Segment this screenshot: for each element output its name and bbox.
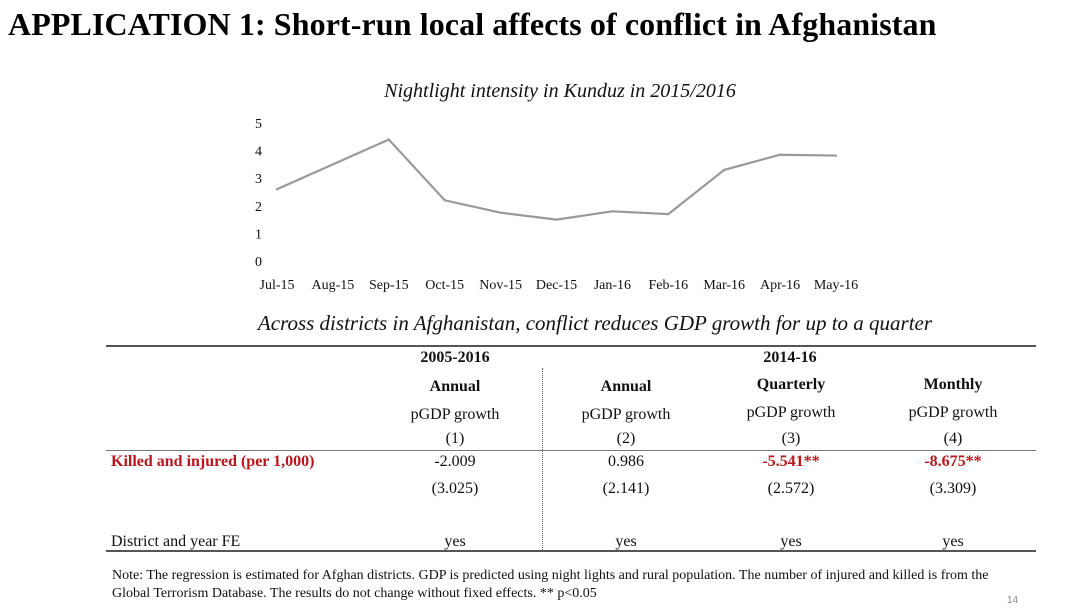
column-separator: [542, 368, 543, 550]
nightlight-series-line: [276, 138, 837, 221]
chart-title: Nightlight intensity in Kunduz in 2015/2…: [384, 80, 736, 102]
y-tick-label: 3: [255, 172, 262, 187]
x-tick-label: Jan-16: [594, 278, 631, 293]
x-tick-label: Sep-15: [369, 278, 409, 293]
x-tick-label: Jul-15: [260, 278, 295, 293]
row-label-killed-injured: Killed and injured (per 1,000): [111, 453, 315, 470]
x-axis-ticks: Jul-15 Aug-15 Sep-15 Oct-15 Nov-15 Dec-15 Jan-…: [260, 278, 859, 293]
table-note: Note: The regression is estimated for Af…: [112, 568, 989, 601]
table-bottom-rule: [106, 550, 1036, 552]
col4-coefficient: -8.675**: [924, 453, 982, 470]
table-top-rule: [106, 345, 1036, 347]
table-header-rule: [106, 450, 1036, 451]
y-axis-ticks: 0 1 2 3 4 5: [255, 117, 262, 270]
col1-std-error: (3.025): [431, 480, 479, 497]
page-number: 14: [1007, 595, 1019, 606]
data-point: [275, 188, 279, 191]
x-tick-label: Apr-16: [760, 278, 800, 293]
data-point: [499, 211, 502, 214]
data-point: [611, 210, 614, 213]
data-point: [443, 199, 446, 202]
period-header-2014-16: 2014-16: [763, 349, 817, 366]
data-point: [834, 154, 838, 157]
x-tick-label: Feb-16: [648, 278, 688, 293]
y-tick-label: 2: [255, 200, 262, 215]
data-point: [387, 138, 390, 141]
col2-fixed-effects: yes: [615, 533, 637, 550]
col2-std-error: (2.141): [602, 480, 650, 497]
data-point: [667, 212, 670, 216]
col1-frequency: Annual: [429, 378, 481, 395]
row-label-district-year-fe: District and year FE: [111, 533, 241, 550]
col3-fixed-effects: yes: [780, 533, 802, 550]
data-point: [555, 218, 558, 221]
x-tick-label: May-16: [814, 278, 858, 293]
col4-fixed-effects: yes: [942, 533, 964, 550]
period-header-2005-2016: 2005-2016: [420, 349, 490, 366]
col2-dependent-var: pGDP growth: [581, 406, 671, 423]
y-tick-label: 0: [255, 255, 262, 270]
y-tick-label: 4: [255, 145, 262, 160]
x-tick-label: Mar-16: [703, 278, 745, 293]
nightlight-data-points: [275, 138, 838, 221]
col3-dependent-var: pGDP growth: [746, 404, 836, 421]
x-tick-label: Oct-15: [425, 278, 464, 293]
y-tick-label: 5: [255, 117, 262, 132]
col3-number: (3): [781, 430, 801, 447]
col4-frequency: Monthly: [923, 376, 983, 393]
table-subtitle: Across districts in Afghanistan, conflic…: [257, 311, 933, 335]
x-tick-label: Aug-15: [312, 278, 355, 293]
col3-coefficient: -5.541**: [762, 453, 820, 470]
col4-number: (4): [943, 430, 963, 447]
col3-frequency: Quarterly: [756, 376, 826, 393]
col1-fixed-effects: yes: [444, 533, 466, 550]
data-point: [331, 163, 335, 166]
col4-std-error: (3.309): [929, 480, 977, 497]
col2-frequency: Annual: [600, 378, 652, 395]
x-tick-label: Dec-15: [536, 278, 577, 293]
nightlight-line-chart: 0 1 2 3 4 5 Jul-15 Aug-15 Sep-15 Oct-15 Nov-15 Dec…: [255, 117, 859, 293]
slide-title: APPLICATION 1: Short-run local affects o…: [8, 6, 937, 42]
col4-dependent-var: pGDP growth: [908, 404, 998, 421]
data-point: [723, 168, 726, 172]
col2-number: (2): [616, 430, 636, 447]
col3-std-error: (2.572): [767, 480, 815, 497]
data-point: [778, 153, 782, 156]
y-tick-label: 1: [255, 227, 262, 242]
x-tick-label: Nov-15: [479, 278, 522, 293]
col1-coefficient: -2.009: [434, 453, 476, 470]
col2-coefficient: 0.986: [608, 453, 644, 470]
col1-dependent-var: pGDP growth: [410, 406, 500, 423]
col1-number: (1): [445, 430, 465, 447]
